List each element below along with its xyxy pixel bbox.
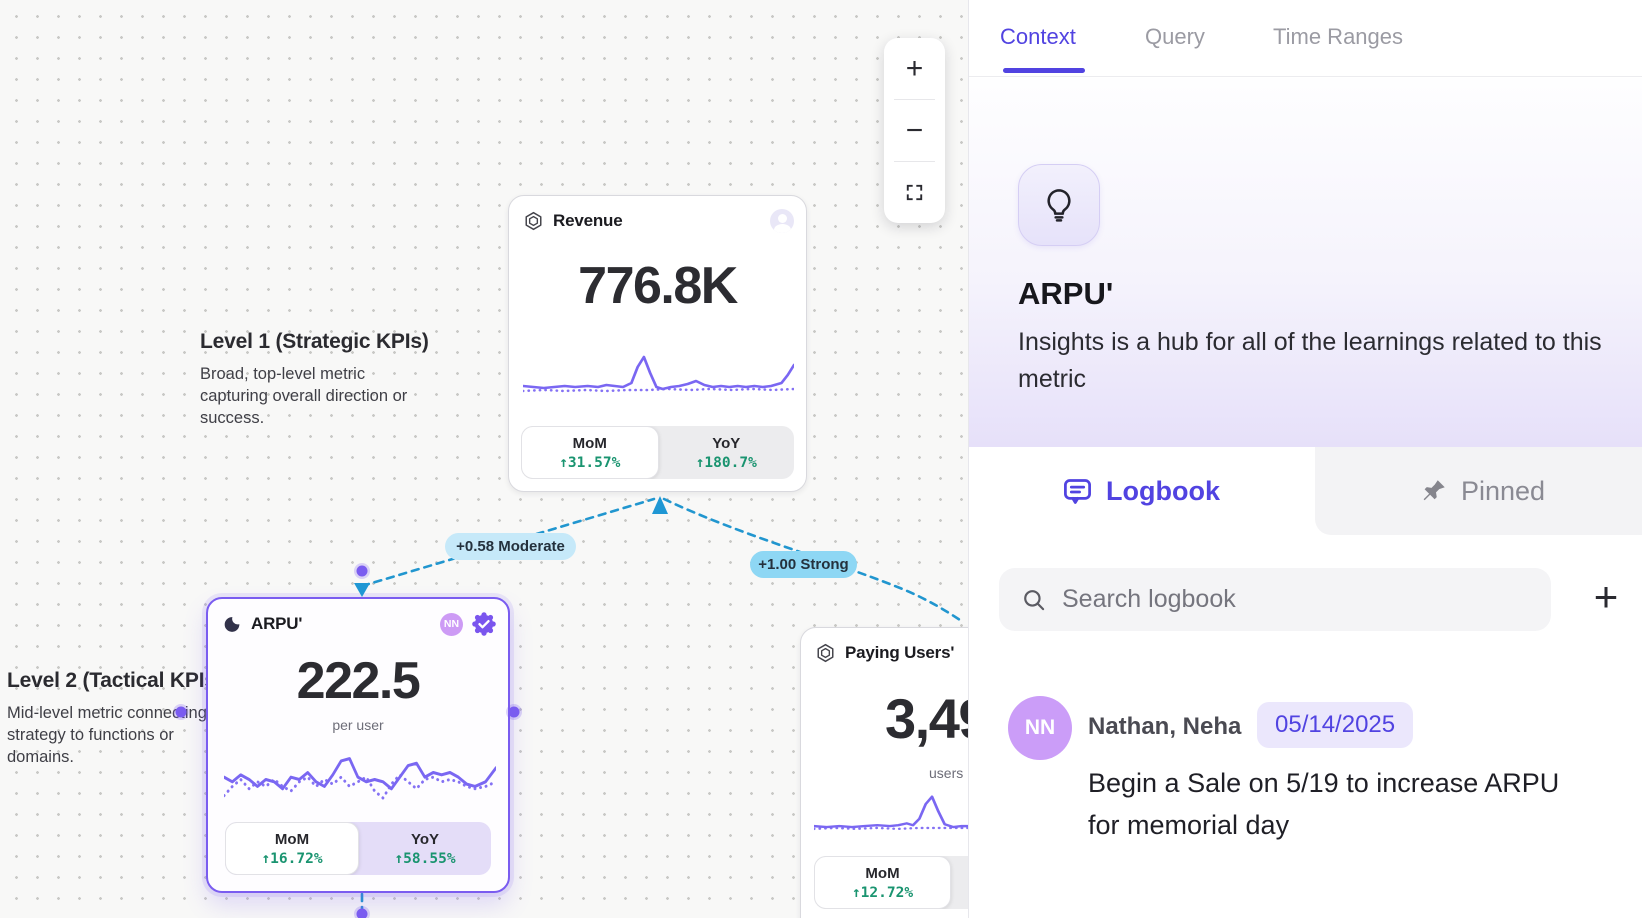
hexagon-metric-icon (525, 211, 542, 231)
correlation-label-strong: +1.00 Strong (750, 551, 857, 578)
level1-title: Level 1 (Strategic KPIs) (200, 330, 429, 353)
revenue-sparkline (523, 355, 794, 393)
level2-description: Mid-level metric connecting strategy to … (7, 704, 207, 766)
add-log-entry-button[interactable]: + (1593, 573, 1619, 620)
paying-node-header: Paying Users' (815, 641, 968, 665)
arpu-node-header: ARPU' NN (222, 612, 496, 636)
panel-tab-bar: Context Query Time Ranges (969, 0, 1642, 77)
mom-label: MoM (274, 830, 310, 848)
paying-stats: MoM ↑12.72% (814, 856, 968, 909)
edge-arpu-revenue (360, 497, 656, 588)
logbook-label: Logbook (1106, 475, 1220, 506)
revenue-value: 776.8K (578, 257, 738, 315)
moon-metric-icon (224, 616, 240, 632)
owner-avatar-icon (770, 209, 794, 233)
level1-annotation: Level 1 (Strategic KPIs) Broad, top-leve… (200, 330, 436, 429)
metric-node-revenue[interactable]: Revenue 776.8K MoM ↑31.57% YoY ↑180.7% (508, 195, 807, 492)
arpu-sparkline (224, 757, 496, 800)
tab-context[interactable]: Context (1000, 24, 1076, 49)
paying-value: 3,49 (885, 687, 968, 750)
metric-title: ARPU' (1018, 276, 1114, 311)
paying-node-title: Paying Users' (845, 643, 955, 662)
canvas-zoom-toolbar: + − (884, 38, 945, 223)
mom-value: ↑12.72% (851, 884, 914, 901)
mom-value: ↑31.57% (559, 454, 621, 471)
logbook-search-row: + (969, 563, 1642, 633)
revenue-mom-toggle[interactable]: MoM ↑31.57% (521, 426, 659, 479)
pinned-label: Pinned (1461, 475, 1546, 506)
entry-date-badge: 05/14/2025 (1257, 702, 1414, 748)
revenue-node-header: Revenue (523, 209, 794, 233)
arpu-mom-toggle[interactable]: MoM ↑16.72% (225, 822, 359, 875)
paying-mom-toggle[interactable]: MoM ↑12.72% (814, 856, 951, 909)
tab-pinned[interactable]: Pinned (1315, 447, 1642, 535)
arpu-value: 222.5 (296, 652, 421, 710)
level1-description: Broad, top-level metric capturing overal… (200, 365, 408, 427)
yoy-value: ↑58.55% (394, 850, 456, 867)
revenue-node-title: Revenue (553, 211, 623, 230)
paying-unit: users (929, 765, 964, 781)
revenue-yoy-toggle[interactable]: YoY ↑180.7% (659, 426, 795, 479)
context-panel: Context Query Time Ranges ARPU' Insights… (968, 0, 1642, 918)
toolbar-divider (894, 99, 935, 100)
logbook-tab-bar: Pinned Logbook (969, 447, 1642, 535)
arpu-unit: per user (332, 717, 384, 733)
active-tab-indicator (1003, 68, 1085, 73)
paying-yoy-toggle[interactable] (951, 856, 968, 909)
revenue-stats: MoM ↑31.57% YoY ↑180.7% (521, 426, 794, 479)
paying-sparkline (814, 795, 968, 831)
search-icon (1024, 589, 1045, 610)
yoy-label: YoY (410, 830, 440, 848)
logbook-search[interactable] (999, 568, 1551, 631)
pin-icon (1423, 480, 1445, 501)
mom-label: MoM (865, 864, 900, 882)
insights-button[interactable] (1018, 164, 1100, 246)
entry-text: Begin a Sale on 5/19 to increase ARPU fo… (1088, 768, 1560, 840)
collaborator-badge: NN (440, 612, 463, 636)
edge-revenue-paying (662, 497, 965, 624)
arpu-stats: MoM ↑16.72% YoY ↑58.55% (225, 822, 491, 875)
mom-label: MoM (572, 434, 607, 452)
metric-tree-canvas[interactable]: Level 1 (Strategic KPIs) Broad, top-leve… (0, 0, 968, 918)
yoy-value: ↑180.7% (695, 454, 757, 471)
arpu-node-title: ARPU' (251, 614, 303, 633)
hexagon-metric-icon (817, 643, 834, 663)
correlation-label-moderate: +0.58 Moderate (445, 533, 576, 560)
metric-subtitle: Insights is a hub for all of the learnin… (1018, 328, 1602, 393)
logbook-comment-icon (1064, 478, 1091, 504)
lightbulb-icon (1047, 189, 1071, 222)
tab-time-ranges[interactable]: Time Ranges (1273, 24, 1404, 49)
fullscreen-icon (906, 184, 923, 201)
entry-avatar: NN (1008, 696, 1072, 760)
level2-annotation: Level 2 (Tactical KPIs) Mid-level metric… (7, 669, 239, 768)
entry-author: Nathan, Neha (1088, 713, 1242, 740)
toolbar-divider (894, 161, 935, 162)
edges-layer (360, 497, 965, 913)
verified-check-badge-icon (472, 612, 496, 636)
metric-node-arpu[interactable]: ARPU' NN 222.5 per user (206, 597, 510, 893)
zoom-in-button[interactable]: + (905, 51, 924, 85)
tab-query[interactable]: Query (1145, 24, 1205, 49)
yoy-label: YoY (712, 434, 741, 452)
arpu-yoy-toggle[interactable]: YoY ↑58.55% (359, 822, 491, 875)
metric-node-paying-users[interactable]: Paying Users' 3,49 users MoM ↑12.72% (800, 627, 968, 918)
search-input[interactable] (1062, 585, 1502, 614)
zoom-out-button[interactable]: − (905, 113, 924, 147)
metric-context-header: ARPU' Insights is a hub for all of the l… (969, 78, 1642, 447)
mom-value: ↑16.72% (261, 850, 323, 867)
fit-view-button[interactable] (884, 162, 945, 223)
level2-title: Level 2 (Tactical KPIs) (7, 669, 223, 692)
tab-logbook[interactable]: Logbook (969, 447, 1315, 535)
